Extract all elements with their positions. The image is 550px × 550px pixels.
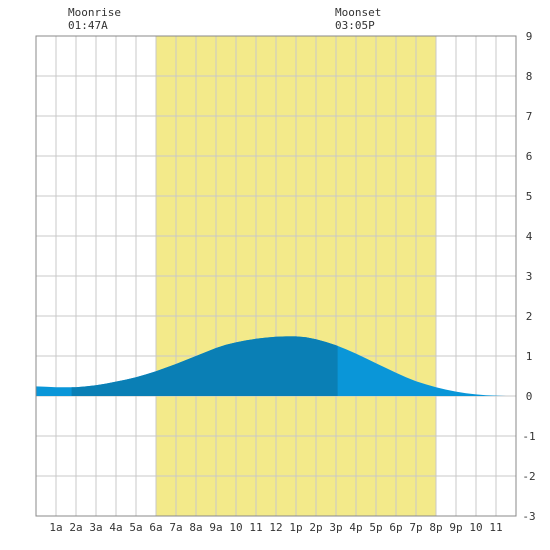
x-tick-label: 11	[249, 521, 262, 534]
x-tick-labels: 1a 2a 3a 4a 5a 6a 7a 8a 9a 10 11 12 1p 2p 3p 4p 5p 6p 7p 8p…	[49, 521, 502, 534]
x-tick-label: 7p	[409, 521, 422, 534]
grid-layer	[36, 36, 516, 516]
y-tick-labels: -3 -2 -1 0 1 2 3 4 5 6 7 8 9	[522, 30, 535, 523]
y-tick-label: 1	[526, 350, 533, 363]
y-tick-label: -1	[522, 430, 535, 443]
x-tick-label: 6p	[389, 521, 402, 534]
x-tick-label: 1p	[289, 521, 302, 534]
moonset-time: 03:05P	[335, 19, 375, 32]
moonset-title: Moonset	[335, 6, 382, 19]
y-tick-label: 4	[526, 230, 533, 243]
plot-frame	[35, 35, 517, 517]
x-tick-label: 11	[489, 521, 502, 534]
x-tick-label: 2a	[69, 521, 82, 534]
y-tick-label: -3	[522, 510, 535, 523]
x-tick-label: 3a	[89, 521, 102, 534]
x-tick-label: 6a	[149, 521, 162, 534]
x-tick-label: 3p	[329, 521, 342, 534]
x-tick-label: 9a	[209, 521, 222, 534]
y-tick-label: 5	[526, 190, 533, 203]
y-tick-label: 9	[526, 30, 533, 43]
x-tick-label: 12	[269, 521, 282, 534]
x-tick-label: 4a	[109, 521, 122, 534]
tide-area-moon-visible	[71, 336, 338, 396]
y-tick-label: 8	[526, 70, 533, 83]
y-tick-label: 2	[526, 310, 533, 323]
x-tick-label: 10	[469, 521, 482, 534]
moonrise-title: Moonrise	[68, 6, 121, 19]
y-tick-label: 3	[526, 270, 533, 283]
tide-area-layer	[36, 336, 516, 396]
plot-frame-layer	[35, 35, 517, 517]
x-tick-label: 8a	[189, 521, 202, 534]
moonset-label: Moonset 03:05P	[335, 6, 381, 32]
x-tick-label: 5a	[129, 521, 142, 534]
y-tick-label: 0	[526, 390, 533, 403]
x-tick-label: 1a	[49, 521, 62, 534]
x-tick-label: 7a	[169, 521, 182, 534]
x-tick-label: 8p	[429, 521, 442, 534]
y-tick-label: -2	[522, 470, 535, 483]
y-tick-label: 6	[526, 150, 533, 163]
x-tick-label: 2p	[309, 521, 322, 534]
y-tick-label: 7	[526, 110, 533, 123]
x-tick-label: 4p	[349, 521, 362, 534]
x-tick-label: 5p	[369, 521, 382, 534]
x-tick-label: 10	[229, 521, 242, 534]
moonrise-label: Moonrise 01:47A	[68, 6, 121, 32]
x-tick-label: 9p	[449, 521, 462, 534]
moonrise-time: 01:47A	[68, 19, 108, 32]
